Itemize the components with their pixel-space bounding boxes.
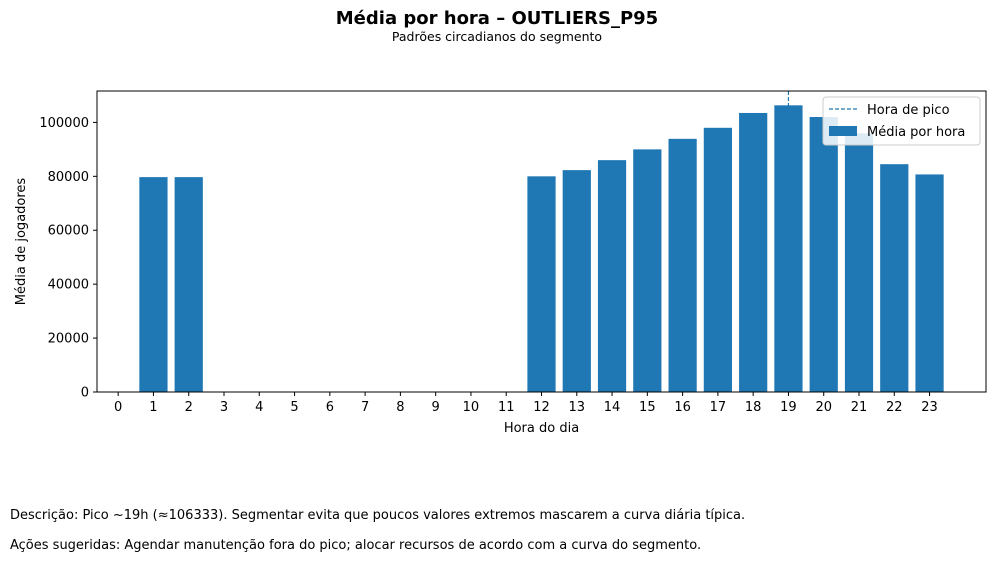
x-tick-label: 16 xyxy=(674,400,691,415)
y-tick-label: 0 xyxy=(81,386,89,401)
x-tick-label: 6 xyxy=(326,400,334,415)
plot-frame xyxy=(96,90,987,393)
bar-hour-20 xyxy=(809,117,838,393)
y-tick-label: 60000 xyxy=(48,224,89,239)
legend-box xyxy=(822,96,981,146)
bar-hour-15 xyxy=(633,149,662,392)
bar-hour-2 xyxy=(174,177,203,392)
x-tick-label: 23 xyxy=(921,400,938,415)
x-tick-label: 19 xyxy=(780,400,797,415)
bar-hour-18 xyxy=(739,112,768,392)
x-tick-label: 20 xyxy=(815,400,832,415)
bar-hour-17 xyxy=(703,127,732,393)
x-tick-label: 13 xyxy=(569,400,586,415)
x-tick-label: 10 xyxy=(463,400,480,415)
legend: Hora de pico Média por hora xyxy=(822,96,981,146)
y-tick-label: 40000 xyxy=(48,278,89,293)
bar-hour-1 xyxy=(139,177,168,392)
bar-hour-12 xyxy=(527,176,556,392)
y-tick-label: 80000 xyxy=(48,170,89,185)
y-tick-label: 20000 xyxy=(48,332,89,347)
x-tick-label: 21 xyxy=(851,400,868,415)
x-tick-label: 9 xyxy=(432,400,440,415)
legend-bar-swatch xyxy=(829,126,857,136)
bar-hour-14 xyxy=(597,160,627,392)
x-tick-label: 15 xyxy=(639,400,656,415)
x-tick-label: 0 xyxy=(114,400,122,415)
bar-hour-16 xyxy=(668,138,697,392)
actions-note: Ações sugeridas: Agendar manutenção fora… xyxy=(10,538,702,553)
y-tick-label: 100000 xyxy=(39,116,89,131)
x-tick-label: 12 xyxy=(533,400,550,415)
x-tick-label: 7 xyxy=(361,400,369,415)
legend-peak-label: Hora de pico xyxy=(867,103,950,118)
x-tick-label: 22 xyxy=(886,400,903,415)
x-tick-label: 17 xyxy=(710,400,727,415)
bar-hour-22 xyxy=(880,164,909,392)
x-tick-label: 5 xyxy=(290,400,298,415)
y-axis-label: Média de jogadores xyxy=(14,178,29,306)
x-tick-label: 14 xyxy=(604,400,621,415)
chart-subtitle: Padrões circadianos do segmento xyxy=(391,29,603,44)
x-tick-label: 2 xyxy=(185,400,193,415)
description-note: Descrição: Pico ~19h (≈106333). Segmenta… xyxy=(10,508,746,523)
x-tick-label: 8 xyxy=(396,400,404,415)
bars-group xyxy=(139,105,944,393)
y-axis: 0 20000 40000 60000 80000 100000 xyxy=(39,116,97,401)
x-tick-label: 3 xyxy=(220,400,228,415)
legend-bar-label: Média por hora xyxy=(867,125,965,140)
bar-hour-21 xyxy=(844,133,874,392)
chart-title: Média por hora – OUTLIERS_P95 xyxy=(335,8,659,29)
x-axis: 0 1 2 3 4 5 6 7 8 9 10 11 12 13 14 15 16 17 18 19 20 21 22 23 xyxy=(114,392,938,415)
bar-hour-23 xyxy=(915,174,944,392)
x-tick-label: 18 xyxy=(745,400,762,415)
x-axis-label: Hora do dia xyxy=(504,421,579,436)
x-tick-label: 1 xyxy=(149,400,157,415)
bar-hour-13 xyxy=(562,170,591,392)
x-tick-label: 11 xyxy=(498,400,515,415)
x-tick-label: 4 xyxy=(255,400,263,415)
